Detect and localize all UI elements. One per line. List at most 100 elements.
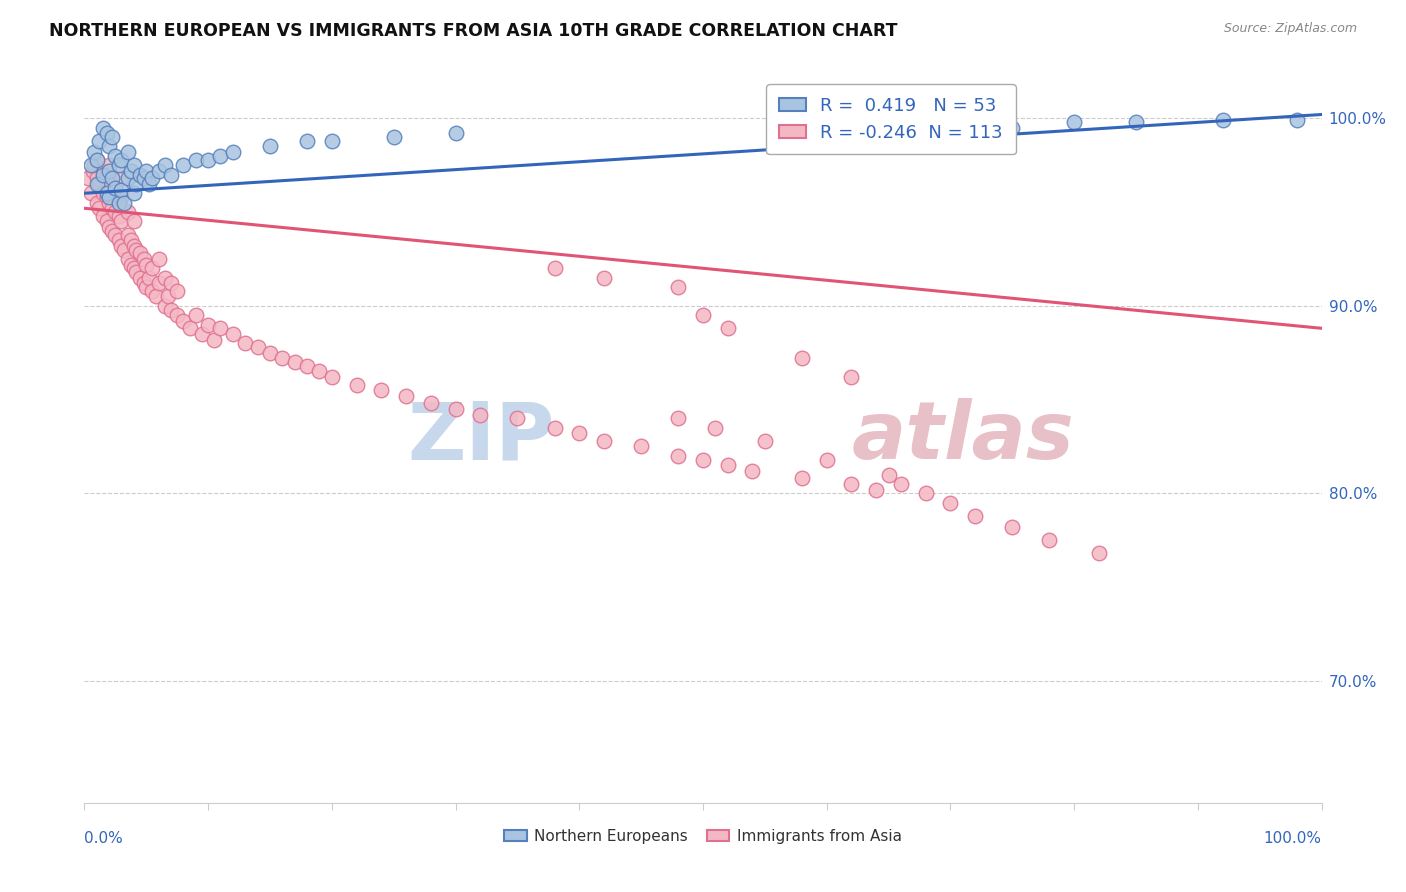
Point	[754, 434, 776, 448]
Point	[395, 389, 418, 403]
Point	[1001, 120, 1024, 135]
Point	[104, 227, 127, 242]
Point	[666, 449, 689, 463]
Point	[129, 246, 152, 260]
Point	[129, 270, 152, 285]
Text: 0.0%: 0.0%	[84, 830, 124, 846]
Point	[132, 252, 155, 266]
Text: atlas: atlas	[852, 398, 1074, 476]
Point	[122, 186, 145, 201]
Point	[79, 186, 101, 201]
Point	[593, 434, 616, 448]
Point	[179, 321, 201, 335]
Point	[284, 355, 307, 369]
Point	[160, 302, 183, 317]
Point	[939, 117, 962, 131]
Point	[117, 205, 139, 219]
Point	[939, 496, 962, 510]
Point	[741, 464, 763, 478]
Point	[630, 440, 652, 454]
Point	[96, 190, 118, 204]
Point	[233, 336, 256, 351]
Point	[112, 195, 135, 210]
Point	[98, 220, 121, 235]
Point	[197, 153, 219, 167]
Point	[110, 214, 132, 228]
Point	[153, 270, 176, 285]
Point	[865, 483, 887, 497]
Point	[444, 126, 467, 140]
Point	[117, 252, 139, 266]
Point	[104, 180, 127, 194]
Point	[790, 471, 813, 485]
Point	[125, 265, 148, 279]
Point	[108, 158, 131, 172]
Point	[122, 239, 145, 253]
Point	[91, 168, 114, 182]
Point	[96, 168, 118, 182]
Point	[98, 177, 121, 191]
Point	[104, 149, 127, 163]
Point	[148, 252, 170, 266]
Point	[125, 177, 148, 191]
Point	[295, 359, 318, 373]
Point	[308, 364, 330, 378]
Point	[125, 243, 148, 257]
Point	[110, 153, 132, 167]
Point	[148, 277, 170, 291]
Point	[259, 345, 281, 359]
Point	[104, 205, 127, 219]
Point	[166, 308, 188, 322]
Point	[120, 163, 142, 178]
Point	[117, 145, 139, 159]
Point	[138, 270, 160, 285]
Point	[815, 120, 838, 135]
Point	[108, 195, 131, 210]
Point	[382, 130, 405, 145]
Point	[704, 420, 727, 434]
Point	[91, 209, 114, 223]
Point	[692, 308, 714, 322]
Point	[104, 182, 127, 196]
Point	[96, 214, 118, 228]
Point	[110, 171, 132, 186]
Legend: Northern Europeans, Immigrants from Asia: Northern Europeans, Immigrants from Asia	[498, 822, 908, 850]
Point	[98, 190, 121, 204]
Point	[593, 270, 616, 285]
Point	[506, 411, 529, 425]
Point	[914, 486, 936, 500]
Point	[877, 120, 900, 135]
Point	[246, 340, 269, 354]
Point	[790, 351, 813, 366]
Point	[129, 168, 152, 182]
Point	[1063, 115, 1085, 129]
Point	[108, 209, 131, 223]
Point	[222, 145, 245, 159]
Point	[83, 145, 105, 159]
Point	[841, 370, 863, 384]
Point	[96, 126, 118, 140]
Point	[135, 258, 157, 272]
Point	[122, 214, 145, 228]
Point	[157, 289, 180, 303]
Point	[120, 258, 142, 272]
Point	[83, 158, 105, 172]
Point	[89, 134, 111, 148]
Text: Source: ZipAtlas.com: Source: ZipAtlas.com	[1223, 22, 1357, 36]
Point	[419, 396, 441, 410]
Point	[209, 149, 232, 163]
Point	[135, 280, 157, 294]
Point	[346, 377, 368, 392]
Point	[191, 326, 214, 341]
Point	[717, 321, 740, 335]
Point	[184, 153, 207, 167]
Point	[100, 201, 122, 215]
Point	[122, 261, 145, 276]
Point	[877, 467, 900, 482]
Point	[1088, 546, 1111, 560]
Point	[172, 314, 194, 328]
Point	[815, 452, 838, 467]
Point	[112, 243, 135, 257]
Point	[160, 277, 183, 291]
Point	[209, 321, 232, 335]
